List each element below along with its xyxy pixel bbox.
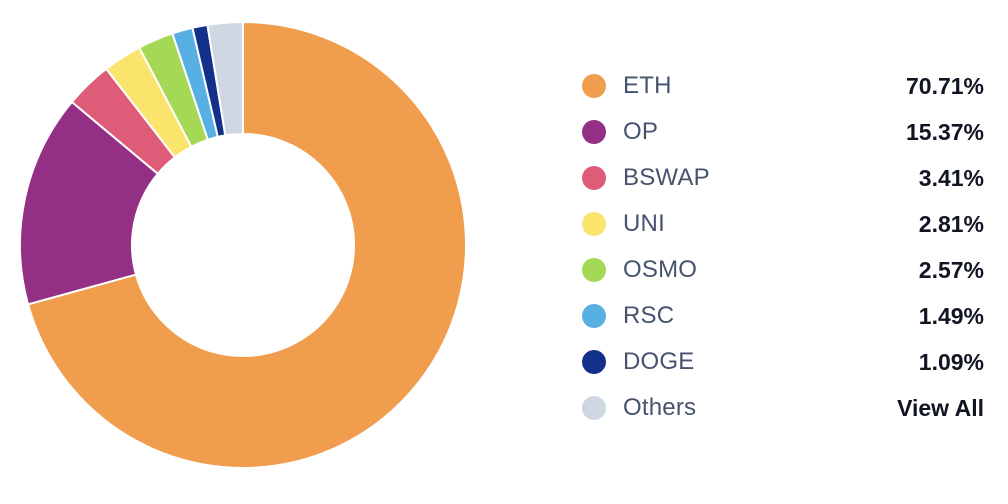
legend-swatch-others — [582, 396, 606, 420]
legend-item-op: OP 15.37% — [582, 109, 984, 155]
view-all-link[interactable]: View All — [897, 394, 984, 421]
legend-item-others: Others View All — [582, 385, 984, 431]
legend-item-rsc: RSC 1.49% — [582, 293, 984, 339]
legend-swatch-osmo — [582, 258, 606, 282]
legend-swatch-uni — [582, 212, 606, 236]
legend: ETH 70.71% OP 15.37% BSWAP 3.41% UNI 2.8… — [582, 63, 984, 431]
legend-value-rsc: 1.49% — [918, 302, 984, 329]
legend-label-eth: ETH — [623, 72, 672, 99]
legend-value-eth: 70.71% — [905, 72, 984, 99]
legend-value-osmo: 2.57% — [918, 256, 984, 283]
legend-value-bswap: 3.41% — [918, 164, 984, 191]
legend-label-op: OP — [623, 118, 659, 145]
legend-item-osmo: OSMO 2.57% — [582, 247, 984, 293]
legend-value-op: 15.37% — [905, 118, 984, 145]
legend-label-bswap: BSWAP — [623, 164, 710, 191]
legend-label-others: Others — [623, 394, 697, 421]
legend-item-doge: DOGE 1.09% — [582, 339, 984, 385]
legend-value-doge: 1.09% — [918, 348, 984, 375]
legend-label-rsc: RSC — [623, 302, 675, 329]
legend-label-doge: DOGE — [623, 348, 695, 375]
legend-item-bswap: BSWAP 3.41% — [582, 155, 984, 201]
legend-swatch-rsc — [582, 304, 606, 328]
legend-item-uni: UNI 2.81% — [582, 201, 984, 247]
donut-slice-others — [206, 21, 244, 137]
donut-chart — [19, 21, 467, 469]
legend-swatch-op — [582, 120, 606, 144]
donut-slice-eth — [27, 21, 467, 469]
legend-swatch-bswap — [582, 166, 606, 190]
donut-slice-op — [19, 100, 159, 306]
legend-swatch-eth — [582, 74, 606, 98]
legend-swatch-doge — [582, 350, 606, 374]
legend-item-eth: ETH 70.71% — [582, 63, 984, 109]
legend-value-uni: 2.81% — [918, 210, 984, 237]
legend-label-osmo: OSMO — [623, 256, 698, 283]
legend-label-uni: UNI — [623, 210, 665, 237]
